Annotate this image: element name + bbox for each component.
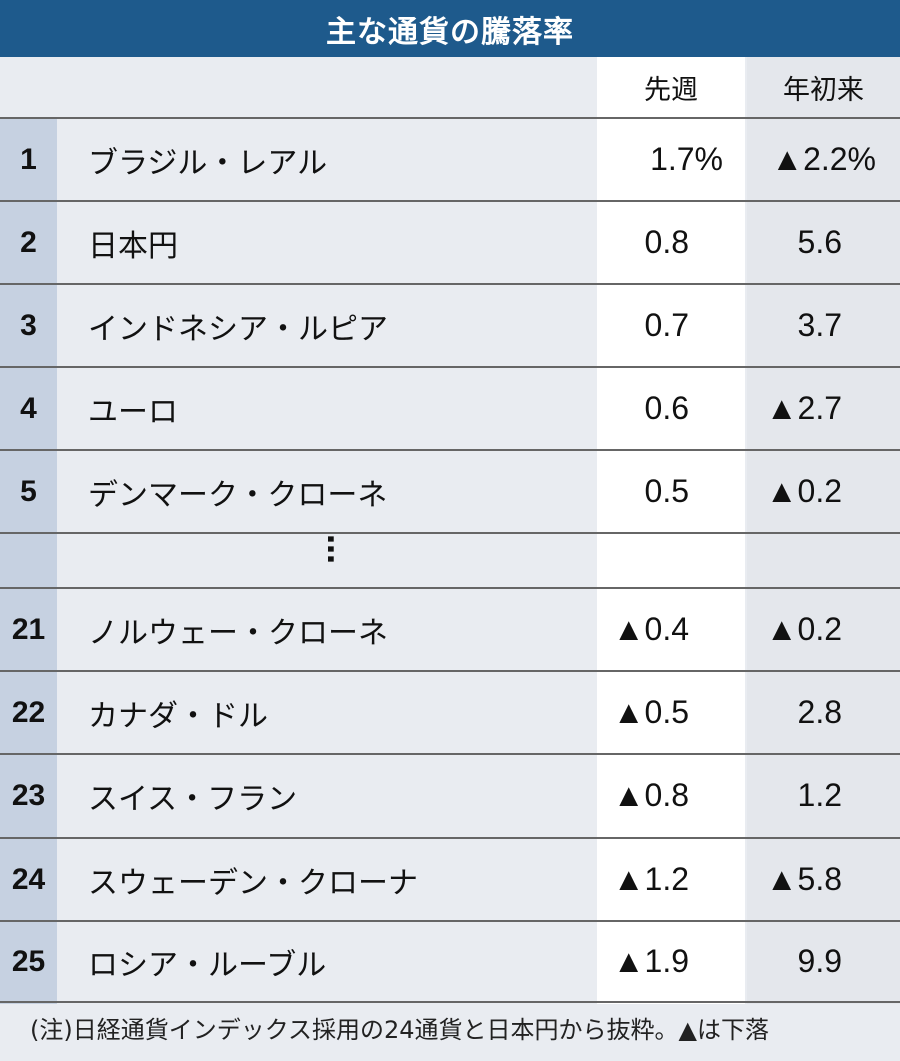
- week-change: ▲0.4: [612, 611, 689, 648]
- currency-name: スイス・フラン: [88, 781, 298, 817]
- ytd-change: 9.9: [797, 943, 842, 980]
- ytd-change: 5.6: [797, 224, 842, 261]
- table-row: 2 日本円 0.8 5.6: [0, 200, 900, 283]
- ytd-change: 3.7: [797, 307, 842, 344]
- week-change: 0.5: [644, 473, 689, 510]
- rank-cell: 3: [20, 308, 37, 342]
- header-week: 先週: [644, 74, 698, 106]
- rank-cell: 25: [11, 944, 46, 978]
- header-ytd: 年初来: [783, 74, 864, 106]
- table-row: 21 ノルウェー・クローネ ▲0.4 ▲0.2: [0, 587, 900, 670]
- rank-cell: 1: [20, 142, 37, 176]
- week-change: ▲0.8: [612, 777, 689, 814]
- week-change: 0.8: [644, 224, 689, 261]
- currency-name: インドネシア・ルピア: [88, 311, 388, 347]
- table-row: 25 ロシア・ルーブル ▲1.9 9.9: [0, 920, 900, 1004]
- table-row: 22 カナダ・ドル ▲0.5 2.8: [0, 670, 900, 753]
- rank-cell: 24: [11, 862, 46, 896]
- rank-cell: 5: [20, 474, 37, 508]
- currency-name: ブラジル・レアル: [88, 145, 328, 181]
- currency-name: ユーロ: [88, 394, 178, 430]
- rank-cell: 2: [20, 225, 37, 259]
- table-row: 1 ブラジル・レアル 1.7% ▲2.2%: [0, 117, 900, 200]
- week-change: ▲1.2: [612, 861, 689, 898]
- currency-name: 日本円: [88, 228, 178, 264]
- week-change: ▲0.5: [612, 694, 689, 731]
- ytd-change: ▲2.2%: [771, 141, 876, 178]
- rank-column-bg: [0, 117, 57, 1004]
- currency-name: カナダ・ドル: [88, 698, 268, 734]
- week-change: 0.6: [644, 390, 689, 427]
- rank-cell: 23: [11, 778, 46, 812]
- ytd-change: ▲5.8: [765, 861, 842, 898]
- ytd-change: 1.2: [797, 777, 842, 814]
- ytd-change: ▲2.7: [765, 390, 842, 427]
- week-change: 1.7%: [650, 141, 723, 178]
- ellipsis-row: …: [0, 532, 900, 587]
- week-change: ▲1.9: [612, 943, 689, 980]
- rank-cell: 22: [11, 695, 46, 729]
- table-title: 主な通貨の騰落率: [0, 0, 900, 57]
- currency-name: ノルウェー・クローネ: [88, 615, 388, 651]
- footnote: (注)日経通貨インデックス採用の24通貨と日本円から抜粋。▲は下落: [30, 1016, 770, 1044]
- table-row: 4 ユーロ 0.6 ▲2.7: [0, 366, 900, 449]
- table-row: 3 インドネシア・ルピア 0.7 3.7: [0, 283, 900, 366]
- currency-name: デンマーク・クローネ: [88, 477, 388, 513]
- table-row: 23 スイス・フラン ▲0.8 1.2: [0, 753, 900, 836]
- ytd-change: 2.8: [797, 694, 842, 731]
- rank-cell: 4: [20, 391, 37, 425]
- currency-name: ロシア・ルーブル: [88, 947, 327, 983]
- ellipsis: …: [320, 534, 355, 564]
- ytd-change: ▲0.2: [765, 473, 842, 510]
- week-change: 0.7: [644, 307, 689, 344]
- table-row: 24 スウェーデン・クローナ ▲1.2 ▲5.8: [0, 837, 900, 920]
- rank-cell: 21: [11, 612, 46, 646]
- ytd-column-bg: [747, 57, 900, 1004]
- ytd-change: ▲0.2: [765, 611, 842, 648]
- table-row: 5 デンマーク・クローネ 0.5 ▲0.2: [0, 449, 900, 532]
- week-column-bg: [597, 57, 745, 1004]
- currency-name: スウェーデン・クローナ: [88, 865, 418, 901]
